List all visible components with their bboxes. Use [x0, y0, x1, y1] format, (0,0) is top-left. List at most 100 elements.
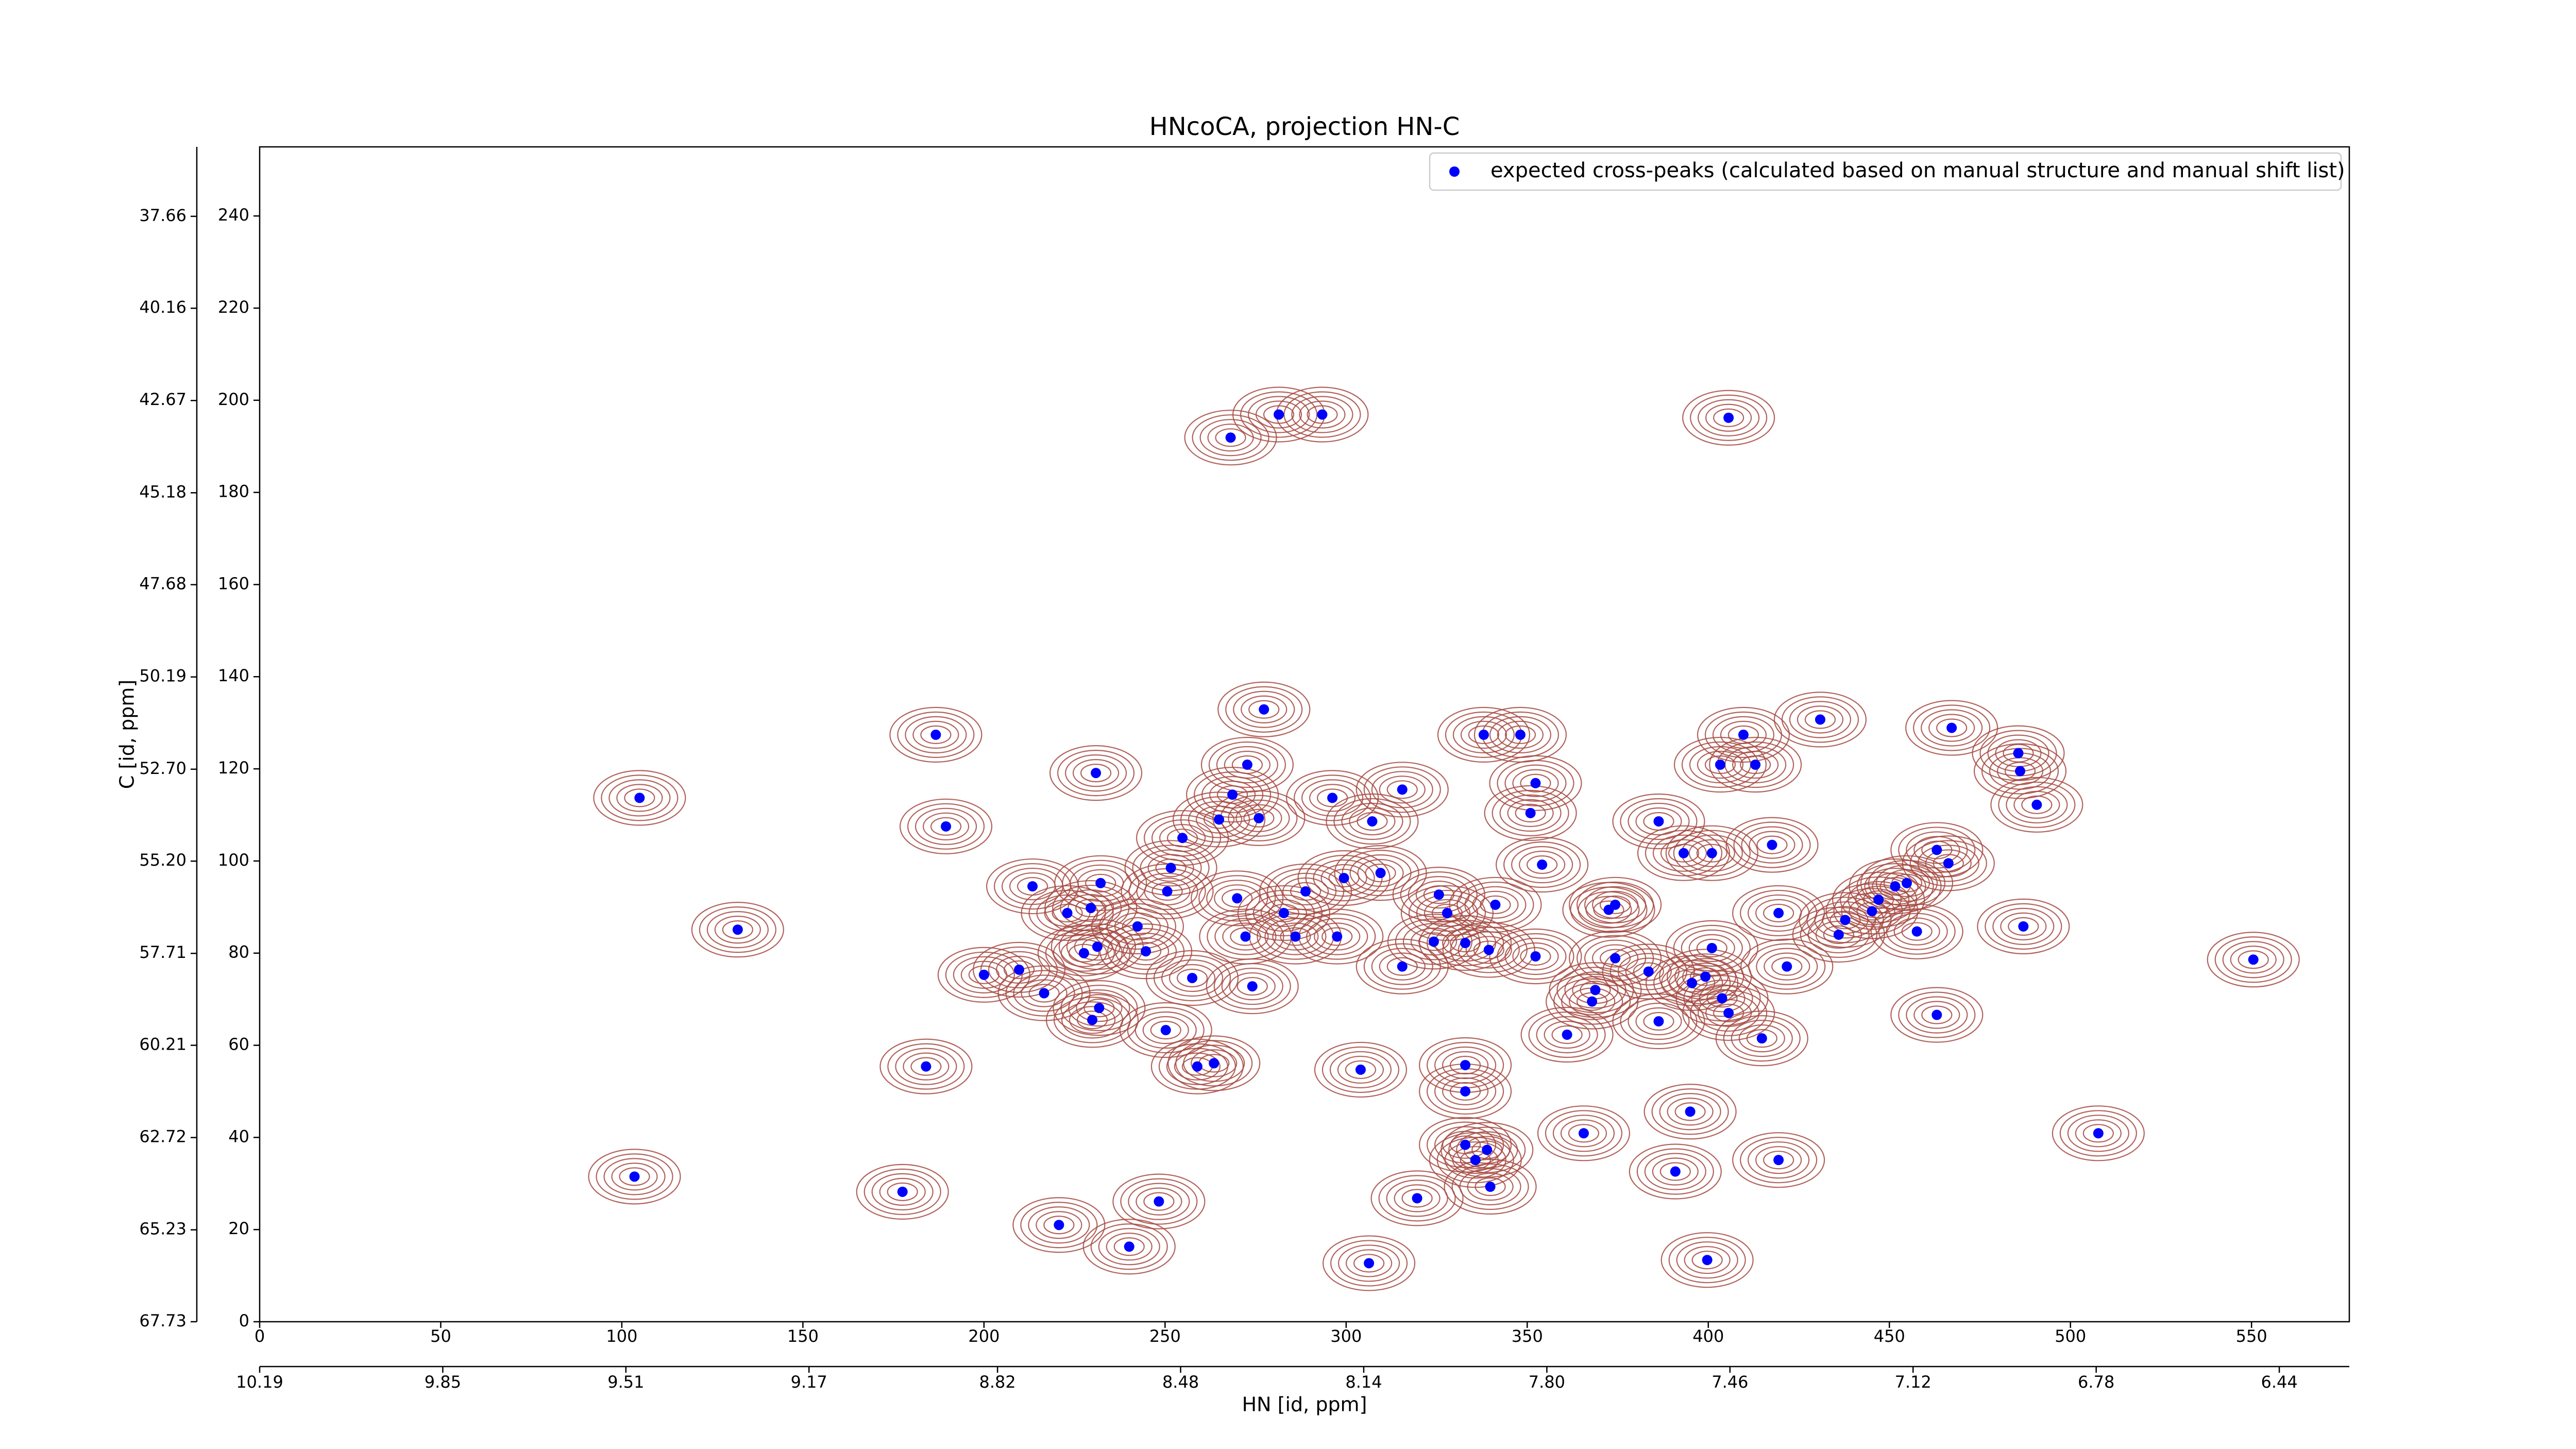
contour: [1797, 705, 1844, 734]
x2-tick-label: 9.51: [607, 1372, 644, 1392]
contour: [1320, 864, 1367, 892]
y-tick-label: 180: [218, 482, 249, 501]
x2-tick-label: 7.46: [1711, 1372, 1748, 1392]
contour: [1076, 1010, 1108, 1030]
contour: [1175, 1040, 1253, 1087]
cross-peak: [1702, 1255, 1713, 1266]
cross-peak: [1767, 839, 1777, 850]
contour: [1357, 812, 1388, 831]
contour: [856, 1164, 949, 1220]
cross-peak: [1750, 760, 1761, 770]
cross-peak: [1815, 714, 1825, 725]
cross-peak: [1177, 833, 1188, 844]
contour: [1628, 802, 1690, 840]
contour: [1773, 692, 1867, 748]
contour: [1600, 895, 1631, 914]
contour: [1464, 886, 1527, 923]
cross-peak: [1911, 926, 1922, 937]
contour: [910, 1057, 942, 1076]
cross-peak: [1300, 886, 1311, 897]
contour: [1546, 973, 1639, 1030]
contour: [1504, 764, 1567, 802]
contour: [1073, 759, 1120, 787]
contour: [1507, 799, 1554, 827]
contour: [1781, 696, 1859, 743]
contour: [1427, 919, 1504, 967]
contour: [1499, 794, 1562, 832]
x-tick-label: 0: [255, 1326, 265, 1346]
contour: [1247, 396, 1310, 433]
contour: [1659, 1093, 1721, 1131]
cross-peak: [1840, 915, 1851, 925]
contour: [1913, 1001, 1960, 1029]
contour: [1206, 958, 1299, 1015]
y2-tick-label: 42.67: [139, 390, 187, 409]
contour: [1272, 922, 1319, 951]
contour: [1379, 952, 1426, 981]
contour: [1386, 957, 1418, 976]
cross-peak: [1653, 1016, 1664, 1027]
contour: [1076, 994, 1123, 1022]
cross-peak: [1132, 921, 1143, 932]
cross-peak: [1092, 941, 1103, 952]
contour: [1112, 1173, 1206, 1229]
contour: [1045, 992, 1139, 1048]
contour: [1052, 903, 1083, 923]
cross-peak: [1160, 1025, 1171, 1036]
cross-peak: [1587, 996, 1598, 1007]
contour: [1723, 1015, 1801, 1062]
cross-peak: [1873, 894, 1884, 905]
x2-tick-label: 7.80: [1529, 1372, 1565, 1392]
cross-peak: [1756, 1033, 1767, 1044]
contour: [1280, 927, 1311, 946]
contour: [1860, 855, 1954, 911]
contour: [1313, 859, 1375, 897]
contour: [1652, 1157, 1699, 1186]
contour: [1053, 997, 1131, 1043]
cross-peak: [1685, 1106, 1696, 1117]
contour: [1330, 1240, 1408, 1287]
contour: [608, 779, 671, 817]
x2-tick-label: 9.85: [425, 1372, 461, 1392]
y2-tick-label: 45.18: [139, 482, 187, 501]
contour: [691, 902, 784, 958]
contour: [1706, 989, 1738, 1008]
cross-peak: [1428, 936, 1439, 947]
contour: [1688, 934, 1735, 962]
contour: [1740, 755, 1771, 774]
contour: [1353, 1254, 1385, 1273]
contour: [603, 1158, 666, 1195]
contour: [1740, 1137, 1818, 1184]
contour: [1800, 911, 1877, 958]
contour: [1225, 686, 1303, 733]
contour: [1264, 918, 1327, 955]
contour: [863, 1168, 941, 1215]
contour: [1691, 980, 1753, 1017]
contour: [1635, 1007, 1682, 1036]
cross-peak: [1247, 981, 1258, 992]
contour: [1259, 863, 1352, 919]
contour: [1748, 943, 1826, 990]
contour: [1985, 903, 2062, 950]
contour: [1098, 1228, 1160, 1266]
cross-peak: [1931, 845, 1942, 855]
contour: [1151, 882, 1183, 901]
cross-peak: [1054, 1220, 1064, 1231]
contour: [1741, 826, 1803, 864]
contour: [922, 812, 970, 840]
contour: [1697, 750, 1744, 779]
contour: [1496, 836, 1589, 893]
contour: [611, 1162, 658, 1191]
contour: [1309, 784, 1356, 812]
contour: [1401, 1189, 1433, 1208]
y-tick-label: 120: [218, 758, 249, 778]
contour: [1323, 1235, 1416, 1291]
contour: [1890, 822, 1984, 878]
contour: [1057, 750, 1135, 797]
contour: [1643, 1084, 1737, 1140]
contour: [1713, 408, 1744, 427]
plot-content: [588, 386, 2300, 1291]
chart-title: HNcoCA, projection HN-C: [1149, 112, 1460, 141]
contour: [1561, 983, 1623, 1020]
contour: [2207, 932, 2300, 988]
